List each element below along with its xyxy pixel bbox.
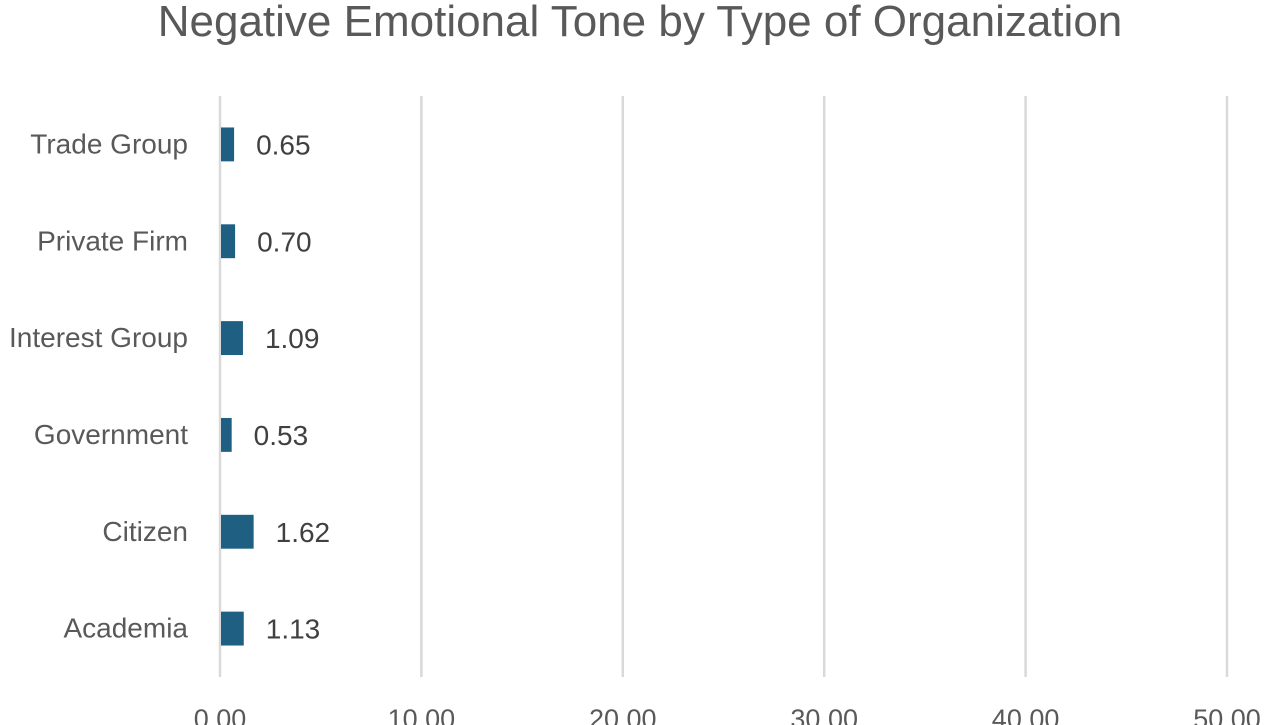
gridlines	[218, 96, 1229, 677]
data-label: 0.53	[254, 420, 309, 451]
x-tick-label: 50.00	[1193, 704, 1261, 725]
x-tick-label: 40.00	[992, 704, 1060, 725]
x-tick-label: 0.00	[194, 704, 247, 725]
bar	[221, 514, 254, 549]
bar	[221, 417, 232, 452]
data-label: 0.70	[257, 226, 312, 257]
data-label: 1.62	[276, 517, 331, 548]
bar	[221, 224, 236, 259]
bar	[221, 127, 235, 162]
y-category-label: Academia	[63, 613, 188, 644]
x-tick-label: 20.00	[589, 704, 657, 725]
data-label: 1.13	[266, 614, 321, 645]
y-category-label: Interest Group	[9, 322, 188, 353]
y-category-label: Citizen	[102, 516, 188, 547]
y-category-label: Private Firm	[37, 225, 188, 256]
data-label: 1.09	[265, 323, 320, 354]
y-category-label: Trade Group	[30, 128, 188, 159]
x-tick-label: 10.00	[388, 704, 456, 725]
bar	[221, 611, 244, 646]
bars	[221, 127, 254, 646]
y-category-label: Government	[34, 419, 188, 450]
chart-title: Negative Emotional Tone by Type of Organ…	[157, 0, 1123, 46]
data-label: 0.65	[256, 129, 311, 160]
x-tick-label: 30.00	[790, 704, 858, 725]
labels: 0.00 10.00 20.00 30.00 40.00 50.00 Trade Group…	[9, 128, 1261, 725]
bar	[221, 321, 243, 356]
